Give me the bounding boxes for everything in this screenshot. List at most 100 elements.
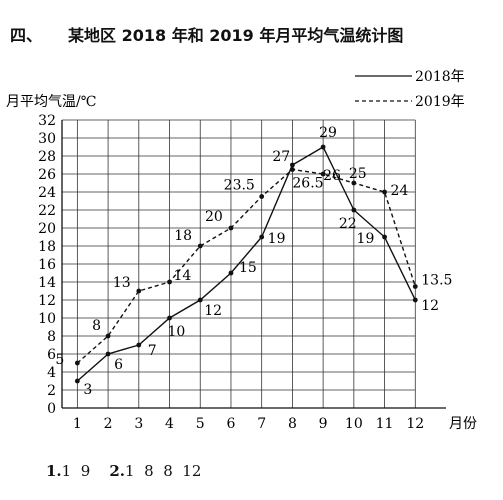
data-point: [228, 225, 234, 231]
y-tick-label: 22: [38, 203, 56, 219]
x-tick-label: 4: [165, 416, 174, 432]
chart-grid: [62, 119, 416, 408]
data-label: 3: [83, 382, 92, 398]
data-point: [167, 315, 172, 321]
data-point: [136, 342, 142, 348]
data-label: 13: [113, 275, 131, 291]
data-label: 20: [205, 209, 223, 225]
y-axis-label: 月平均气温/℃: [6, 94, 96, 110]
data-point: [259, 194, 265, 199]
x-tick-label: 11: [376, 416, 394, 432]
x-tick-label: 2: [104, 416, 113, 432]
data-point: [412, 284, 418, 289]
data-point: [412, 297, 418, 303]
data-point: [320, 144, 326, 150]
data-point: [167, 279, 172, 285]
legend-label-2018: 2018年: [415, 69, 465, 85]
answer-part2-label: 2.: [109, 462, 126, 480]
chart-axes: [61, 120, 446, 409]
y-tick-label: 30: [38, 131, 56, 147]
data-point: [74, 360, 80, 366]
data-point: [105, 333, 111, 339]
data-label: 13.5: [421, 273, 452, 289]
x-tick-label: 12: [406, 416, 424, 432]
data-label: 25: [349, 166, 367, 182]
data-label: 15: [239, 260, 257, 276]
data-point: [320, 171, 326, 177]
data-point: [290, 162, 295, 168]
series-line-2018: [76, 146, 416, 382]
x-tick-label: 7: [257, 416, 266, 432]
y-tick-label: 32: [38, 113, 56, 129]
y-tick-label: 10: [38, 311, 56, 327]
y-tick-label: 26: [38, 167, 56, 183]
y-tick-label: 4: [47, 365, 56, 381]
data-point: [197, 297, 203, 303]
x-tick-label: 10: [345, 416, 363, 432]
data-label: 24: [391, 183, 409, 199]
data-label: 5: [55, 352, 64, 368]
data-point: [259, 234, 265, 240]
x-tick-label: 9: [319, 416, 328, 432]
answer-line: 1.1 9 2.1 8 8 12: [46, 462, 201, 480]
data-points: [74, 144, 418, 384]
data-label: 29: [319, 125, 337, 141]
legend-label-2019: 2019年: [415, 94, 465, 110]
x-tick-label: 3: [134, 416, 143, 432]
x-tick-label: 1: [73, 416, 82, 432]
data-label: 26: [323, 168, 341, 184]
data-label: 8: [92, 318, 101, 334]
data-label: 27: [272, 149, 290, 165]
y-tick-label: 12: [38, 293, 56, 309]
data-point: [382, 234, 387, 240]
y-tick-label: 14: [38, 275, 56, 291]
data-point: [228, 270, 234, 276]
data-label: 14: [174, 268, 192, 284]
data-label: 7: [148, 343, 157, 359]
answer-part1-label: 1.: [46, 462, 62, 480]
data-point: [197, 243, 203, 249]
data-label: 26.5: [292, 176, 323, 192]
data-label: 19: [268, 231, 286, 247]
chart-legend: 2018年 2019年: [355, 69, 465, 110]
data-label: 18: [174, 228, 192, 244]
y-tick-label: 28: [38, 149, 56, 165]
data-point: [105, 351, 111, 357]
x-tick-labels: 1 2 3 4 5 6 7 8 9 10 11 12: [73, 416, 424, 432]
data-point: [382, 189, 387, 195]
x-tick-label: 5: [196, 416, 205, 432]
data-label: 23.5: [224, 178, 255, 194]
x-axis-label: 月份: [449, 416, 477, 432]
x-tick-label: 6: [226, 416, 235, 432]
answer-part1-value: 1 9: [61, 462, 91, 480]
x-tick-label: 8: [288, 416, 297, 432]
data-label: 19: [357, 231, 375, 247]
y-tick-label: 0: [47, 401, 56, 417]
series-lines: [76, 146, 416, 382]
data-label: 6: [114, 357, 123, 373]
data-label: 12: [204, 303, 222, 319]
data-point: [351, 207, 357, 213]
series-line-2019: [76, 168, 416, 364]
y-tick-label: 16: [38, 257, 56, 273]
page-title: 四、 某地区 2018 年和 2019 年月平均气温统计图: [10, 22, 403, 46]
section-number: 四、: [10, 26, 43, 45]
y-tick-label: 6: [47, 347, 56, 363]
y-tick-label: 24: [38, 185, 56, 201]
data-point: [290, 167, 295, 172]
y-tick-label: 8: [47, 329, 56, 345]
data-label: 22: [339, 216, 357, 232]
data-point: [136, 288, 142, 294]
answer-part2-value: 1 8 8 12: [125, 462, 202, 480]
y-tick-label: 18: [38, 239, 56, 255]
data-point: [351, 180, 357, 186]
chart-title: 某地区 2018 年和 2019 年月平均气温统计图: [68, 26, 404, 45]
y-tick-label: 2: [47, 383, 56, 399]
data-label: 10: [168, 324, 186, 340]
data-label: 12: [421, 298, 439, 314]
data-point: [74, 378, 80, 384]
y-tick-label: 20: [38, 221, 56, 237]
